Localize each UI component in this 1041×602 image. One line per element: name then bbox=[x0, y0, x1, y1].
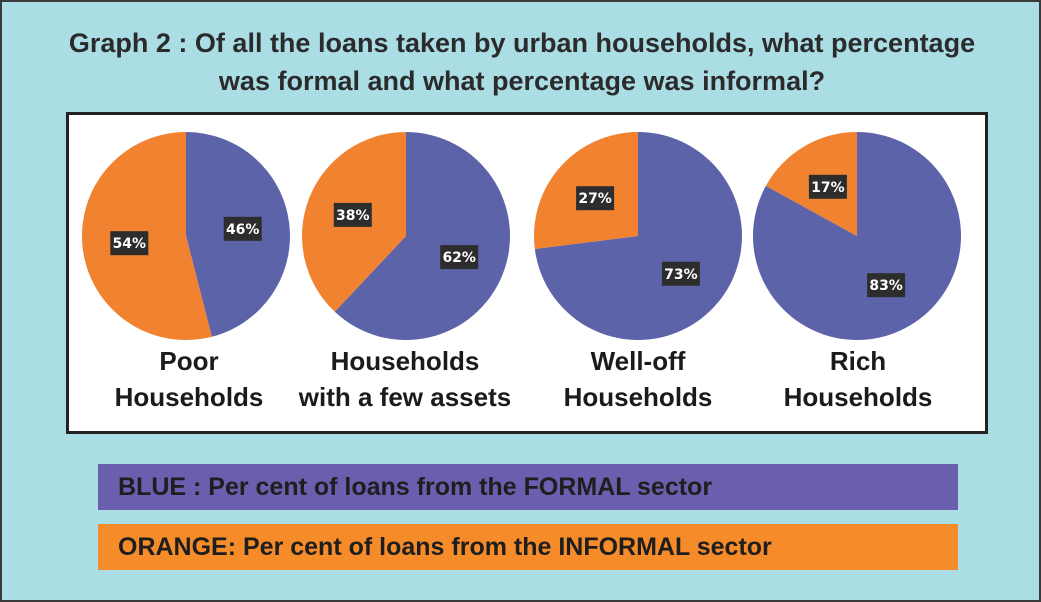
legend-formal: BLUE : Per cent of loans from the FORMAL… bbox=[98, 464, 958, 510]
data-label-informal-rich-box bbox=[808, 174, 847, 199]
pie-charts-panel: 46% 54% 62% 38% 73% 27% 83% 17% Poor Households… bbox=[66, 112, 988, 434]
data-label-formal-few-assets: 62% bbox=[440, 245, 479, 270]
data-label-informal-poor: 54% bbox=[110, 231, 149, 256]
data-label-formal-rich: 83% bbox=[867, 273, 906, 298]
data-label-formal-few-assets-text: 62% bbox=[442, 250, 476, 266]
data-label-informal-few-assets: 38% bbox=[333, 202, 372, 227]
category-label-rich-households: Rich Households bbox=[783, 346, 933, 412]
data-label-formal-few-assets-box bbox=[440, 245, 479, 270]
data-label-informal-well-off-text: 27% bbox=[578, 191, 612, 207]
category-label-households-few-assets: Households with a few assets bbox=[298, 346, 512, 412]
pie-slice-formal-few-assets bbox=[334, 132, 511, 340]
legend-informal: ORANGE: Per cent of loans from the INFOR… bbox=[98, 524, 958, 570]
chart-title: Graph 2 : Of all the loans taken by urba… bbox=[68, 28, 976, 96]
pie-slice-formal-rich bbox=[752, 132, 961, 340]
data-label-informal-few-assets-text: 38% bbox=[336, 208, 370, 224]
data-label-informal-rich: 17% bbox=[808, 174, 847, 199]
data-label-formal-rich-box bbox=[867, 273, 906, 298]
data-label-formal-poor-text: 46% bbox=[226, 222, 260, 238]
data-label-informal-few-assets-box bbox=[333, 202, 372, 227]
pie-charts-svg: 46% 54% 62% 38% 73% 27% 83% 17% bbox=[81, 132, 961, 340]
category-label-poor-households: Poor Households bbox=[114, 346, 264, 412]
pie-slice-formal-well-off bbox=[534, 132, 743, 340]
data-label-formal-poor-box bbox=[223, 216, 262, 241]
data-label-formal-well-off-box bbox=[661, 261, 700, 286]
data-label-formal-well-off-text: 73% bbox=[664, 267, 698, 283]
category-label-well-off-households: Well-off Households bbox=[563, 346, 713, 412]
data-label-formal-poor: 46% bbox=[223, 216, 262, 241]
data-label-formal-well-off: 73% bbox=[661, 261, 700, 286]
data-label-informal-poor-box bbox=[110, 231, 149, 256]
data-label-informal-well-off-box bbox=[576, 186, 615, 211]
data-label-informal-well-off: 27% bbox=[576, 186, 615, 211]
data-label-informal-rich-text: 17% bbox=[811, 180, 845, 196]
data-label-formal-rich-text: 83% bbox=[869, 278, 903, 294]
data-label-informal-poor-text: 54% bbox=[113, 236, 147, 252]
